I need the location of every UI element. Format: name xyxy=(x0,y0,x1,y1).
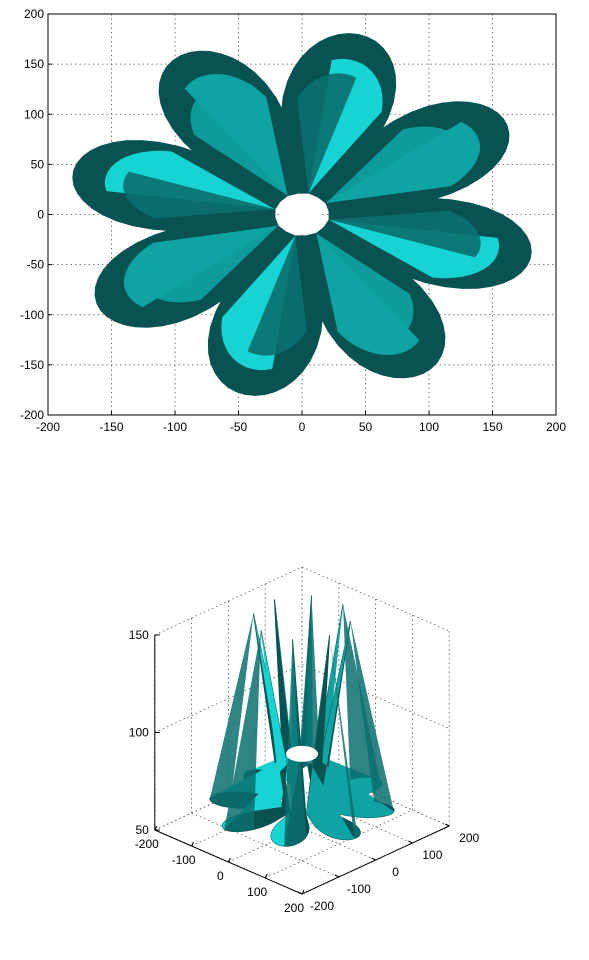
3d-petal-facet-mid xyxy=(224,630,261,832)
petal-facet-mid xyxy=(123,171,275,219)
top-center-hole xyxy=(282,194,322,235)
petal-facet-mid xyxy=(329,210,481,258)
top-x-tick-label: 150 xyxy=(482,420,502,434)
3d-y-tick-mark xyxy=(408,840,413,844)
petal-facet-mid xyxy=(190,87,288,196)
petal-facet-mid xyxy=(141,225,279,303)
top-x-tick-label: 100 xyxy=(419,420,439,434)
top-x-tick-label: 0 xyxy=(299,420,306,434)
petal-facet-mid xyxy=(325,126,463,204)
3d-petal-facet-mid xyxy=(284,639,306,847)
3d-petal-facet-mid xyxy=(298,595,320,773)
3d-x-tick-mark xyxy=(191,841,195,847)
top-x-tick-label: -150 xyxy=(99,420,123,434)
3d-z-tick-label: 100 xyxy=(129,726,149,740)
top-y-tick-label: 150 xyxy=(24,57,44,71)
3d-y-tick-mark xyxy=(371,857,376,861)
3d-x-tick-label: -200 xyxy=(135,837,159,851)
petal-facet-mid xyxy=(247,235,307,356)
top-tick-labels: -200 -150 -100 -50 0 50 100 150 200 200 150 100 50 0 -… xyxy=(20,7,566,434)
3d-petal-facet-mid xyxy=(209,613,254,808)
top-y-tick-label: -200 xyxy=(20,408,44,422)
3d-z-tick-label: 50 xyxy=(135,823,149,837)
3d-y-tick-mark xyxy=(297,891,303,895)
3d-petal-facet-light xyxy=(306,635,355,840)
top-y-tick-label: -150 xyxy=(20,358,44,372)
top-y-tick-label: 100 xyxy=(24,107,44,121)
3d-x-tick-label: 100 xyxy=(247,885,267,899)
3d-y-tick-mark xyxy=(334,874,340,878)
3d-y-tick-label: -100 xyxy=(347,882,371,896)
top-y-tick-label: -100 xyxy=(20,308,44,322)
top-y-tick-label: 200 xyxy=(24,7,44,21)
3d-flower-surface xyxy=(209,595,395,847)
3d-y-tick-label: 100 xyxy=(422,848,442,862)
3d-tick-labels: -200 -100 0 100 200 -200 -100 0 100 200 50 100 150 xyxy=(129,628,480,915)
3d-x-tick-mark xyxy=(154,825,158,831)
3d-sidewall-grid xyxy=(154,664,303,733)
3d-x-tick-mark xyxy=(227,857,231,863)
3d-z-tick-label: 150 xyxy=(129,628,149,642)
3d-x-tick-label: 200 xyxy=(284,901,304,915)
top-x-tick-label: 200 xyxy=(546,420,566,434)
3d-axis-lines xyxy=(154,634,450,895)
top-y-tick-label: -50 xyxy=(27,258,45,272)
3d-view-axes: -200 -100 0 100 200 -200 -100 0 100 200 50 100 150 xyxy=(129,566,480,915)
3d-sidewall-grid xyxy=(154,566,303,636)
3d-y-tick-mark xyxy=(444,823,450,827)
3d-x-tick-mark xyxy=(301,889,305,895)
top-y-tick-label: 0 xyxy=(37,208,44,222)
3d-y-tick-label: -200 xyxy=(310,899,334,913)
3d-petal-facet-mid xyxy=(350,621,395,812)
top-x-tick-label: -100 xyxy=(163,420,187,434)
3d-grid xyxy=(154,566,450,895)
top-y-tick-label: 50 xyxy=(31,157,45,171)
petal-facet-mid xyxy=(316,233,414,342)
3d-center-hole xyxy=(286,745,318,762)
top-x-tick-label: -50 xyxy=(230,420,248,434)
petal-facet-mid xyxy=(297,73,357,194)
top-x-tick-label: 50 xyxy=(359,420,373,434)
top-x-tick-label: -200 xyxy=(36,420,60,434)
3d-x-tick-label: -100 xyxy=(172,853,196,867)
top-flower-surface xyxy=(72,33,532,396)
3d-x-tick-mark xyxy=(264,873,268,879)
3d-y-tick-label: 0 xyxy=(392,865,399,879)
3d-petal-facet-light xyxy=(222,630,287,830)
3d-y-tick-label: 200 xyxy=(459,831,479,845)
3d-floor-grid xyxy=(265,809,413,879)
3d-x-tick-label: 0 xyxy=(217,869,224,883)
top-view-axes: -200 -150 -100 -50 0 50 100 150 200 200 150 100 50 0 -… xyxy=(20,7,566,434)
